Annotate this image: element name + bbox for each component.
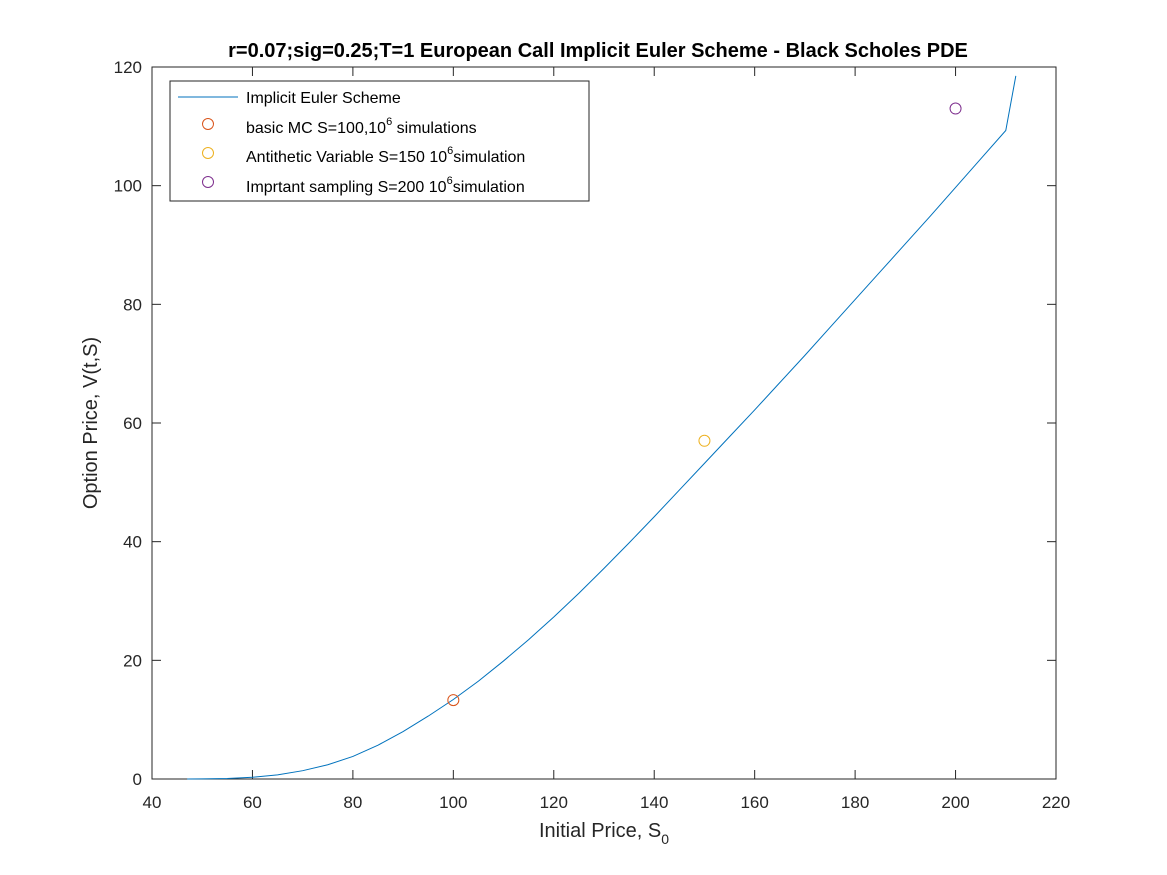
chart-title: r=0.07;sig=0.25;T=1 European Call Implic…: [228, 40, 968, 62]
legend-marker-antithetic: [202, 147, 214, 159]
legend-label-antithetic-sup: 6: [447, 145, 453, 157]
x-tick-label: 120: [540, 793, 568, 812]
x-tick-label: 160: [740, 793, 768, 812]
y-tick-label: 120: [114, 58, 142, 77]
x-tick-label: 80: [343, 793, 362, 812]
y-tick-label: 40: [123, 533, 142, 552]
data-point-marker: [447, 694, 460, 707]
y-tick-label: 80: [123, 295, 142, 314]
legend-label-importance-sup: 6: [447, 175, 453, 187]
x-tick-label: 180: [841, 793, 869, 812]
legend-label-basic-mc-sup: 6: [386, 116, 392, 128]
axis-ticks: 40 60 80 100 120 140 160 180 200 220 0 20 40 60 80 100 1…: [114, 58, 1071, 812]
y-tick-label: 60: [123, 414, 142, 433]
y-tick-label: 0: [133, 770, 142, 789]
y-axis-label: Option Price, V(t,S): [80, 337, 102, 509]
plot-data: [187, 75, 1017, 780]
legend-label-importance-a: Imprtant sampling S=200 10: [246, 179, 447, 196]
x-tick-label: 60: [243, 793, 262, 812]
legend-label-basic-mc-b: simulations: [392, 120, 476, 137]
legend-label-basic-mc-a: basic MC S=100,10: [246, 120, 386, 137]
legend-label-importance: Imprtant sampling S=200 106simulation: [246, 175, 525, 196]
x-tick-label: 100: [439, 793, 467, 812]
x-tick-label: 200: [941, 793, 969, 812]
x-axis-label-main: Initial Price, S: [539, 820, 661, 842]
legend-label-antithetic: Antithetic Variable S=150 106simulation: [246, 145, 525, 166]
legend-label-implicit-euler: Implicit Euler Scheme: [246, 90, 401, 107]
y-tick-label: 20: [123, 651, 142, 670]
x-tick-label: 140: [640, 793, 668, 812]
legend-label-antithetic-b: simulation: [453, 149, 525, 166]
legend: Implicit Euler Scheme basic MC S=100,106…: [169, 80, 590, 202]
x-axis-label-subscript: 0: [661, 831, 669, 847]
legend-label-basic-mc: basic MC S=100,106 simulations: [246, 116, 477, 137]
data-point-marker: [698, 434, 711, 447]
series-line-implicit-euler: [187, 75, 1017, 780]
legend-label-importance-b: simulation: [453, 179, 525, 196]
legend-marker-basic-mc: [202, 118, 214, 130]
legend-label-antithetic-a: Antithetic Variable S=150 10: [246, 149, 447, 166]
x-axis-label: Initial Price, S0: [539, 820, 669, 847]
legend-marker-importance: [202, 176, 214, 188]
x-tick-label: 220: [1042, 793, 1070, 812]
x-tick-label: 40: [143, 793, 162, 812]
y-tick-label: 100: [114, 177, 142, 196]
data-point-marker: [949, 102, 962, 115]
legend-box: [169, 80, 590, 202]
